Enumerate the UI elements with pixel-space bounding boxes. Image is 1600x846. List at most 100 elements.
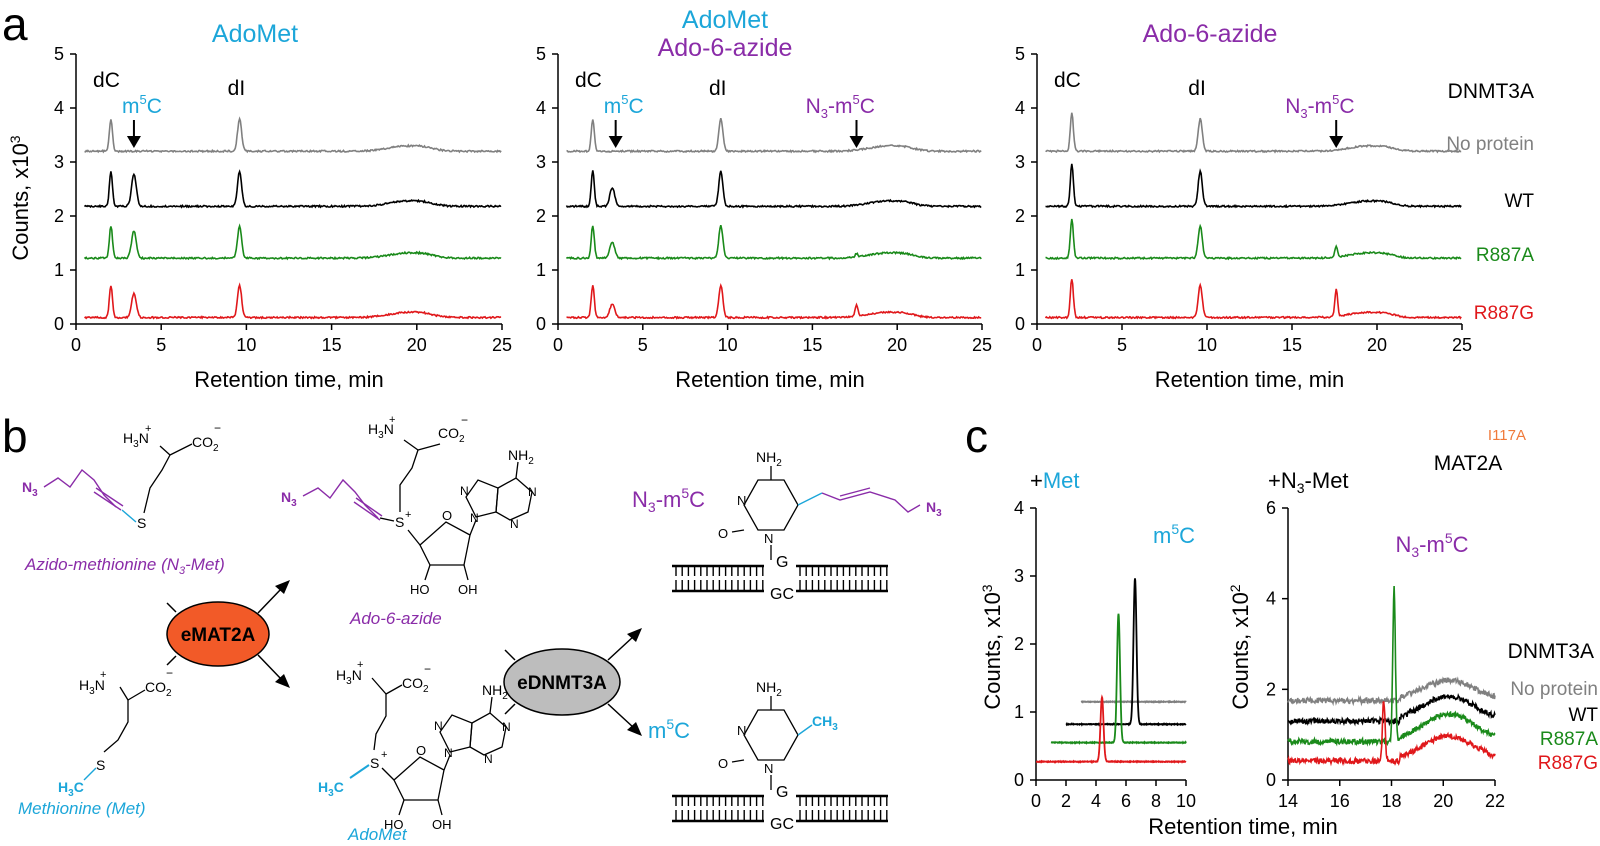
panel-c-right-title: +N3-Met [1268, 468, 1349, 496]
x-tick-label: 25 [972, 335, 992, 355]
svg-text:O: O [416, 743, 426, 758]
panel-c-right-peak-label: N3-m5C [1395, 530, 1468, 560]
y-tick-label: 1 [1014, 702, 1024, 722]
x-tick-label: 10 [1176, 791, 1196, 811]
peak-label-dc: dC [1054, 69, 1081, 92]
y-tick-label: 3 [1015, 152, 1025, 172]
x-tick-label: 8 [1151, 791, 1161, 811]
panel-a-legend-wt: WT [1504, 191, 1534, 212]
y-tick-label: 3 [536, 152, 546, 172]
svg-text:N: N [737, 723, 746, 738]
svg-text:G: G [776, 784, 788, 801]
y-tick-label: 4 [1014, 498, 1024, 518]
arrow-head [1329, 136, 1344, 148]
x-axis-label: Retention time, min [194, 367, 384, 392]
x-tick-label: 20 [887, 335, 907, 355]
svg-text:+: + [381, 749, 387, 761]
y-tick-label: 4 [54, 98, 64, 118]
panel-letter-a: a [2, 0, 28, 50]
svg-text:H3N: H3N [123, 430, 149, 450]
x-tick-label: 16 [1330, 791, 1350, 811]
peak-label-m5c: m5C [604, 92, 644, 118]
panel-c-plot-n3met: 14 16 18 20 22 0 2 4 6 [1266, 498, 1505, 811]
arrow-head [126, 136, 141, 148]
svg-text:N: N [510, 517, 519, 531]
x-tick-label: 0 [71, 335, 81, 355]
trace-r887a [565, 225, 982, 261]
peak-label-dc: dC [575, 69, 602, 92]
y-tick-label: 1 [54, 260, 64, 280]
trace-no-protein [1045, 112, 1462, 154]
svg-text:N3: N3 [22, 479, 38, 499]
y-tick-label: 2 [536, 206, 546, 226]
svg-text:HO: HO [410, 582, 430, 597]
panel-b: N3 S H3N + CO2 − Azido-methionine (N3-Me… [18, 413, 942, 844]
svg-text:S: S [370, 755, 379, 771]
y-tick-label: 1 [536, 260, 546, 280]
svg-text:H3N: H3N [368, 421, 394, 441]
trace-wt [565, 170, 982, 209]
x-axis-label: Retention time, min [1155, 367, 1345, 392]
svg-text:N: N [434, 719, 443, 733]
ado6azide-structure: N3 S + H3N + CO2 − O HO OH N N [281, 413, 537, 597]
svg-text:G: G [776, 554, 788, 571]
label-n3m5c: N3-m5C [632, 485, 705, 515]
trace-r887g [84, 282, 502, 320]
svg-text:−: − [214, 421, 221, 435]
svg-text:NH2: NH2 [756, 449, 782, 469]
y-tick-label: 5 [536, 44, 546, 64]
x-tick-label: 22 [1485, 791, 1505, 811]
panel-a-legend-r887a: R887A [1476, 245, 1534, 266]
panel-a-ylabel: Counts, x103 [7, 135, 33, 260]
panel-c-i117a: I117A [1488, 427, 1526, 444]
x-tick-label: 0 [553, 335, 563, 355]
trace-no-protein [566, 118, 982, 154]
trace-r887a [1045, 218, 1462, 261]
svg-text:H3N: H3N [79, 677, 105, 697]
panel-a-plot-ado6azide: 0 5 10 15 20 25 0 1 2 3 4 5 Retention time, min dC dI N… [1015, 44, 1472, 392]
x-tick-label: 15 [322, 335, 342, 355]
panel-c-left-peak-label: m5C [1153, 521, 1195, 548]
y-tick-label: 2 [1014, 634, 1024, 654]
label-azido-methionine: Azido-methionine (N3-Met) [24, 555, 225, 577]
panel-a-title-2b: Ado-6-azide [658, 34, 793, 62]
x-tick-label: 10 [236, 335, 256, 355]
label-adomet: AdoMet [347, 825, 408, 844]
panel-c-left-title: +Met [1030, 468, 1080, 493]
svg-text:eMAT2A: eMAT2A [181, 625, 256, 646]
trace-wt [1065, 578, 1187, 727]
svg-text:−: − [461, 413, 468, 427]
x-tick-label: 10 [718, 335, 738, 355]
dna-duplex-n3m5c [672, 564, 888, 593]
label-m5c: m5C [648, 716, 690, 743]
x-tick-label: 2 [1061, 791, 1071, 811]
svg-text:CO2: CO2 [145, 679, 172, 699]
panel-c-legend-header: DNMT3A [1508, 640, 1594, 663]
x-tick-label: 15 [802, 335, 822, 355]
x-tick-label: 15 [1282, 335, 1302, 355]
y-tick-label: 3 [54, 152, 64, 172]
panel-c-legend-wt: WT [1568, 705, 1598, 726]
panel-c-legend-r887g: R887G [1538, 753, 1598, 774]
y-tick-label: 2 [1266, 679, 1276, 699]
svg-text:S: S [395, 514, 404, 530]
panel-a-title-3: Ado-6-azide [1143, 20, 1278, 48]
panel-c-mat2a: MAT2A [1434, 452, 1502, 475]
panel-a-title-1: AdoMet [212, 20, 298, 48]
dna-duplex-m5c [672, 794, 888, 823]
trace-r887a [1050, 613, 1187, 745]
x-tick-label: 5 [638, 335, 648, 355]
trace-r887g [1035, 694, 1187, 765]
y-tick-label: 1 [1015, 260, 1025, 280]
svg-text:S: S [96, 757, 105, 773]
panel-a-legend-r887g: R887G [1474, 303, 1534, 324]
svg-text:NH2: NH2 [756, 679, 782, 699]
svg-text:GC: GC [770, 816, 794, 833]
peak-label-n3m5c: N3-m5C [1285, 92, 1354, 121]
panel-letter-c: c [965, 410, 988, 462]
panel-letter-b: b [2, 410, 28, 462]
label-methionine: Methionine (Met) [18, 799, 146, 818]
x-tick-label: 18 [1381, 791, 1401, 811]
y-tick-label: 0 [1015, 314, 1025, 334]
